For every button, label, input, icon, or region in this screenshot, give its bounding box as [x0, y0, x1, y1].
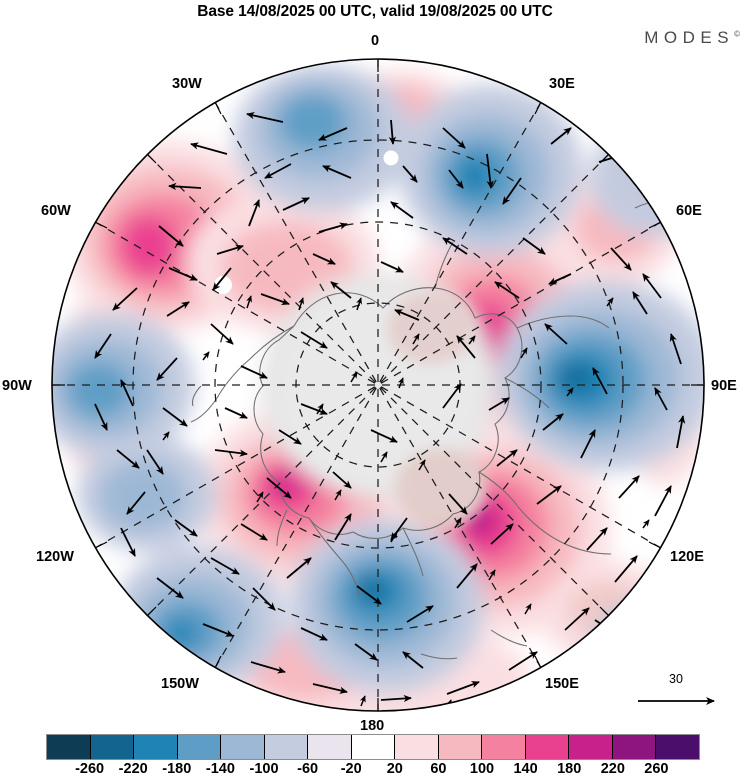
lon-label-150w: 150W — [161, 676, 199, 692]
logo-copyright-mark: © — [734, 29, 740, 39]
page-title: Base 14/08/2025 00 UTC, valid 19/08/2025… — [197, 3, 553, 20]
colorbar: -260 -220 -180 -140 -100 -60 -20 20 60 100 140 180 2… — [46, 734, 702, 783]
colorbar-tick-20: 20 — [386, 761, 403, 777]
data-void-marker — [383, 150, 399, 166]
colorbar-tick-140: 140 — [513, 761, 538, 777]
polar-stereographic-map — [51, 58, 705, 712]
colorbar-segment-8 — [395, 735, 439, 759]
colorbar-tick-100: 100 — [469, 761, 495, 777]
lon-label-0: 0 — [371, 33, 380, 49]
negative-anomaly-7 — [113, 546, 285, 690]
lon-label-120e: 120E — [670, 549, 704, 565]
lon-label-60e: 60E — [676, 203, 702, 219]
colorbar-segment-1 — [90, 735, 135, 759]
colorbar-tick--100: -100 — [249, 761, 279, 777]
colorbar-segment-5 — [264, 735, 309, 759]
logo-text: MODES — [644, 28, 735, 47]
colorbar-segment-9 — [438, 735, 483, 759]
colorbar-tick-180: 180 — [557, 761, 582, 777]
negative-anomaly-2 — [399, 84, 583, 256]
reference-arrow-icon — [638, 697, 716, 705]
antarctica-tint — [278, 292, 487, 528]
colorbar-segment-13 — [612, 735, 657, 759]
negative-anomaly-8 — [77, 436, 217, 552]
negative-anomaly-4 — [289, 518, 485, 694]
lon-label-120w: 120W — [36, 549, 74, 565]
colorbar-segment-7 — [351, 735, 396, 759]
colorbar-segment-4 — [221, 735, 265, 759]
colorbar-tick--140: -140 — [205, 761, 235, 777]
lon-label-90e: 90E — [711, 378, 737, 394]
vector-scale-value: 30 — [669, 672, 683, 686]
lon-label-60w: 60W — [41, 203, 71, 219]
colorbar-tick--220: -220 — [118, 761, 148, 777]
rim-ticks — [52, 59, 704, 711]
colorbar-segment-2 — [134, 735, 178, 759]
modes-logo: MODES© — [644, 28, 740, 48]
lon-label-150e: 150E — [545, 676, 579, 692]
colorbar-tick-labels: -260 -220 -180 -140 -100 -60 -20 20 60 100 140 180 2… — [46, 761, 700, 781]
map-canvas — [51, 58, 705, 712]
wind-vectors — [94, 112, 686, 703]
vector-scale-legend: 30 — [628, 672, 724, 714]
colorbar-tick--180: -180 — [162, 761, 192, 777]
anomaly-field — [52, 59, 704, 711]
colorbar-segment-0 — [47, 735, 91, 759]
colorbar-segment-10 — [482, 735, 526, 759]
colorbar-swatches — [46, 734, 700, 760]
lon-label-30w: 30W — [172, 76, 202, 92]
colorbar-segment-14 — [656, 735, 699, 759]
negative-anomaly-5 — [52, 312, 195, 460]
colorbar-tick-260: 260 — [644, 761, 669, 777]
wind-vectors-short — [162, 295, 650, 711]
colorbar-tick--60: -60 — [297, 761, 319, 777]
colorbar-segment-6 — [308, 735, 352, 759]
colorbar-tick-220: 220 — [600, 761, 625, 777]
lon-label-90w: 90W — [2, 378, 32, 394]
colorbar-segment-12 — [569, 735, 613, 759]
colorbar-tick-60: 60 — [430, 761, 447, 777]
colorbar-tick--260: -260 — [75, 761, 105, 777]
colorbar-segment-11 — [525, 735, 570, 759]
lon-label-180: 180 — [360, 718, 385, 734]
colorbar-tick--20: -20 — [340, 761, 362, 777]
colorbar-segment-3 — [177, 735, 222, 759]
lon-label-30e: 30E — [549, 76, 575, 92]
